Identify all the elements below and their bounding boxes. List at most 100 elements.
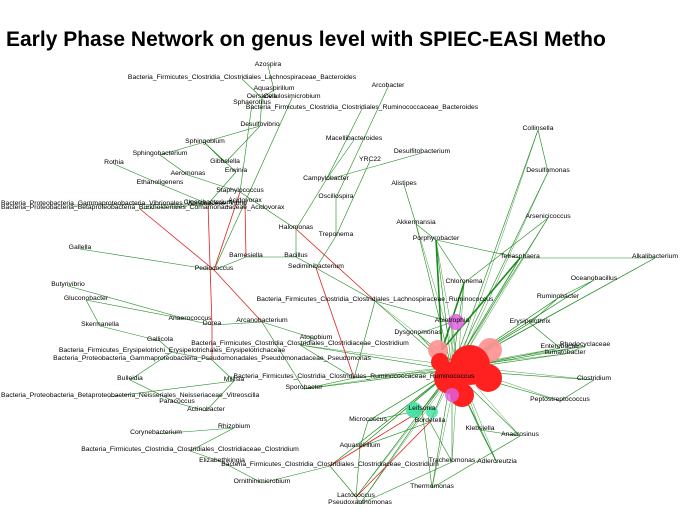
network-edge: [564, 345, 586, 355]
node-label: Dorea: [203, 320, 222, 327]
network-edge: [315, 235, 337, 269]
network-edge: [315, 267, 376, 302]
node-label: Sphingobacterium: [133, 150, 188, 157]
node-label: Lactococcus: [337, 492, 375, 499]
node-label: Thermomonas: [410, 483, 454, 490]
node-label: Bacteria_Firmicutes_Erysipelotrichi_Erys…: [59, 347, 285, 354]
node-label: Collinsella: [523, 125, 554, 132]
node-label: Leifsonia: [408, 405, 435, 412]
node-label: Actinobacter: [187, 406, 226, 413]
node-label: Bacteria_Firmicutes_Clostridia_Clostridi…: [191, 340, 409, 347]
network-edge: [529, 297, 559, 324]
network-edge-negative: [295, 228, 376, 302]
network-edge: [211, 321, 263, 326]
network-edge-hub: [457, 171, 549, 367]
network-edge: [303, 377, 355, 390]
node-label: Dysgonomonas: [394, 329, 442, 336]
node-label: YRC22: [359, 156, 381, 163]
node-label: Millisia: [224, 376, 245, 383]
network-edge: [295, 179, 327, 230]
network-edge-negative: [315, 267, 355, 379]
network-edge: [129, 379, 178, 404]
network-edge-hub: [303, 365, 459, 390]
node-label: Macellibacteroides: [326, 135, 383, 142]
network-edge-hub: [451, 171, 549, 371]
network-edge-hub: [299, 344, 453, 371]
network-edge-negative: [207, 203, 213, 326]
node-label: Bacillus: [284, 252, 308, 259]
network-edge: [429, 421, 453, 463]
node-label: Barnesiella: [229, 252, 263, 259]
network-edge: [224, 125, 261, 164]
network-labels: Azospira Bacteria_Firmicutes_Clostridia_C…: [1, 61, 678, 506]
node-label: Adlercreutzia: [477, 458, 517, 465]
node-label: Bacteria_Firmicutes_Clostridia_Clostridi…: [233, 373, 475, 380]
node-label: Gluconobacter: [64, 295, 109, 302]
network-edge-hub: [441, 257, 521, 351]
network-edge-hub: [359, 369, 453, 505]
network-edge: [207, 171, 237, 205]
network-edge: [159, 183, 209, 205]
node-label: Rothia: [104, 159, 124, 166]
node-label: Erwinia: [225, 167, 248, 174]
network-edge-negative: [329, 409, 423, 467]
network-edge: [435, 239, 465, 284]
node-label: Gibbsiella: [210, 158, 240, 165]
network-edge: [403, 184, 417, 225]
network-edge: [159, 154, 189, 176]
network-edge-negative: [213, 269, 263, 323]
node-label: Corynebacterium: [130, 429, 182, 436]
node-label: Bulleidia: [117, 375, 143, 382]
network-edge-hub: [451, 129, 539, 371]
network-edge: [267, 65, 275, 91]
node-label: Chloronema: [445, 278, 482, 285]
network-edge: [107, 380, 235, 398]
hub-node: [450, 383, 474, 407]
network-edge: [559, 379, 595, 402]
node-label: Oerskovia: [247, 93, 278, 100]
network-edge: [189, 427, 235, 452]
network-edge: [204, 142, 226, 164]
network-edge: [176, 402, 207, 412]
node-label: Bacteria_Firmicutes_Clostridia_Clostridi…: [128, 74, 357, 81]
network-edge: [159, 340, 173, 353]
network-edge: [329, 465, 357, 498]
network-edge: [261, 465, 331, 484]
network-edge: [113, 163, 161, 185]
network-edge: [359, 421, 431, 448]
network-edge: [241, 78, 263, 99]
node-label: Sphaerotilus: [233, 99, 271, 106]
network-edge: [479, 429, 521, 437]
network-edge: [359, 461, 453, 505]
node-label: Bacteria_Firmicutes_Clostridia_Clostridi…: [257, 296, 494, 303]
network-edge: [155, 427, 235, 435]
network-edge: [261, 89, 275, 99]
node-label: Desulfomonas: [526, 167, 570, 174]
node-label: Sphingobium: [185, 138, 225, 145]
network-edge: [325, 152, 423, 181]
node-label: Micrococcus: [349, 416, 387, 423]
network-edge: [221, 461, 263, 484]
network-edge: [325, 108, 363, 181]
hub-node: [474, 364, 502, 392]
node-label: Erysipelothrix: [510, 318, 551, 325]
node-label: Cloacibacterium: [184, 199, 233, 206]
node-label: Bordetella: [415, 417, 446, 424]
network-edge: [529, 322, 561, 349]
network-edge: [213, 256, 247, 271]
node-label: Rhodocyclaceae: [560, 341, 610, 348]
network-edge: [171, 351, 213, 361]
network-edge: [244, 97, 293, 203]
node-label: Halomonas: [279, 224, 314, 231]
node-label: Campylobacter: [303, 175, 349, 182]
network-edge: [353, 300, 376, 379]
network-edge: [239, 103, 253, 193]
hub-node: [448, 314, 464, 330]
node-label: Enterobacter: [541, 343, 581, 350]
network-edge: [139, 201, 246, 210]
network-edge-hub: [435, 239, 453, 371]
network-edge-hub: [303, 369, 453, 390]
node-label: Clostridium: [577, 375, 611, 382]
network-edge: [213, 201, 246, 271]
